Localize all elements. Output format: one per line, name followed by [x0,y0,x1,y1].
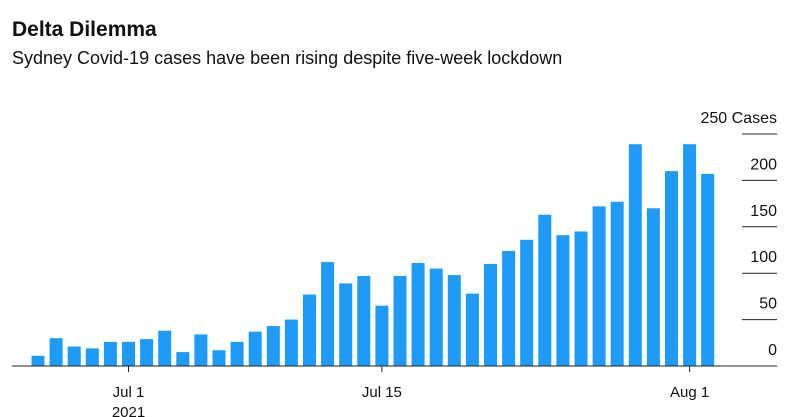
bar [85,348,99,366]
y-tick-label: 50 [759,296,777,313]
bar [266,326,280,366]
bar [122,341,135,366]
bar [194,334,208,366]
bar [701,173,715,366]
y-tick-label: 250 Cases [701,110,778,127]
chart-title: Delta Dilemma [12,18,157,41]
bar [158,330,172,366]
chart-subtitle: Sydney Covid-19 cases have been rising d… [12,48,562,68]
bar [429,268,443,366]
bar [103,341,117,366]
bar [411,262,425,366]
bar [31,355,45,366]
bar [574,231,588,366]
bar [339,283,353,366]
bar [592,206,606,366]
bar [665,171,678,366]
y-tick-label: 200 [750,156,777,173]
bar [465,293,479,366]
x-tick-label: Jul 15 [362,384,402,401]
y-tick-label: 150 [750,203,777,220]
x-tick-label: Aug 1 [670,384,709,401]
bar [628,144,642,366]
bar [520,239,534,366]
bar [230,341,244,366]
bar [646,208,660,366]
bar [447,275,461,366]
bar [284,319,298,366]
bar [484,263,497,366]
bar [393,275,407,366]
bar [321,262,335,366]
bar [357,275,371,366]
bar [176,352,190,366]
bar [49,338,63,366]
x-year-label: 2021 [112,404,145,417]
bar [212,350,226,366]
bar [303,294,316,366]
y-tick-label: 100 [750,249,777,266]
bar [375,305,389,366]
bar [248,331,262,366]
y-tick-label: 0 [768,342,777,359]
bar [610,201,624,366]
bar [556,235,570,366]
x-tick-label: Jul 1 [113,384,145,401]
bar [683,144,697,366]
bar [538,214,552,366]
bar [67,346,81,366]
bar [140,339,154,366]
bar [502,250,516,366]
